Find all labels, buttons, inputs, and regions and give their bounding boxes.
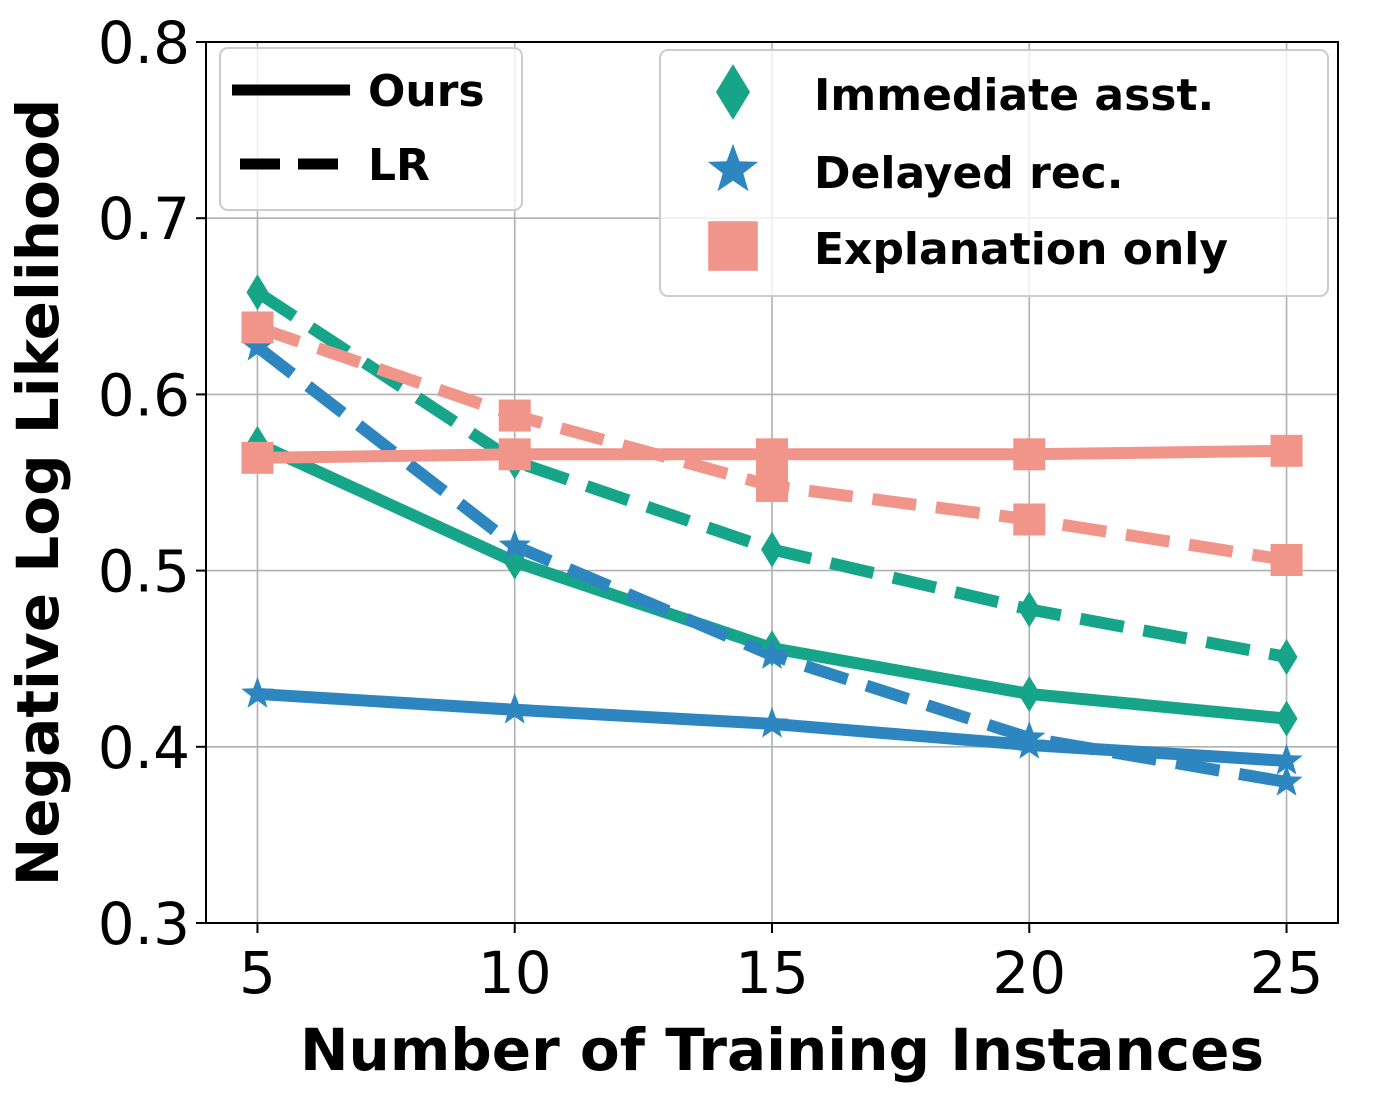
data-point-immediate-asst-lr <box>761 531 783 568</box>
data-point-delayed-rec-lr <box>498 528 531 560</box>
x-tick-label: 25 <box>1250 939 1324 1007</box>
data-point-explanation-only-lr <box>241 311 274 344</box>
data-point-delayed-rec-lr <box>1270 765 1303 796</box>
legend-label-immediate-asst: Immediate asst. <box>814 70 1214 121</box>
legend-label-delayed-rec: Delayed rec. <box>814 148 1123 199</box>
legend-marker-shape <box>707 143 759 192</box>
condition-legend-box <box>659 49 1329 297</box>
data-point-explanation-only-lr <box>1270 544 1303 577</box>
legend-diamond-icon <box>715 64 751 120</box>
x-tick-label: 15 <box>735 939 809 1007</box>
data-point-explanation-only-ours <box>241 441 274 474</box>
data-point-delayed-rec-ours <box>1270 743 1303 775</box>
series-markers <box>241 274 1303 796</box>
legend-label-explanation-only: Explanation only <box>814 224 1228 275</box>
y-tick-label: 0.7 <box>98 185 190 253</box>
axis-ticks: 5 10 15 20 25 0.3 0.4 0.5 0.6 0.7 0.8 <box>98 9 1324 1007</box>
y-tick-label: 0.5 <box>98 538 190 606</box>
data-point-delayed-rec-lr <box>755 638 789 669</box>
data-point-immediate-asst-lr <box>1275 638 1298 675</box>
data-point-immediate-asst-lr <box>1018 591 1041 628</box>
data-point-immediate-asst-ours <box>1018 675 1041 712</box>
legend-marker-shape <box>715 64 751 120</box>
y-tick-label: 0.8 <box>98 9 190 77</box>
data-point-explanation-only-ours <box>498 438 531 471</box>
x-tick-label: 5 <box>239 939 276 1007</box>
legend-marker-shape <box>708 221 758 271</box>
y-tick-label: 0.3 <box>98 890 190 958</box>
data-point-immediate-asst-ours <box>1275 700 1298 737</box>
x-tick-label: 10 <box>478 939 552 1007</box>
legend-star-icon <box>707 143 759 192</box>
data-point-explanation-only-ours <box>1013 438 1046 471</box>
y-tick-label: 0.6 <box>98 361 190 429</box>
data-point-explanation-only-lr <box>498 399 531 432</box>
data-point-delayed-rec-ours <box>498 692 531 724</box>
data-point-delayed-rec-lr <box>1013 721 1046 752</box>
data-point-delayed-rec-lr <box>241 329 274 361</box>
y-tick-label: 0.4 <box>98 714 190 782</box>
data-point-delayed-rec-ours <box>241 676 274 708</box>
legend-label-ours: Ours <box>368 66 485 117</box>
data-point-explanation-only-ours <box>756 438 788 471</box>
data-point-delayed-rec-ours <box>755 706 789 738</box>
condition-legend: Immediate asst. Delayed rec. Explanation… <box>659 49 1329 297</box>
x-tick-label: 20 <box>992 939 1066 1007</box>
data-point-explanation-only-ours <box>1270 434 1303 467</box>
x-axis-title: Number of Training Instances <box>300 1016 1264 1084</box>
style-legend: Ours LR <box>219 47 523 211</box>
y-axis-title: Negative Log Likelihood <box>4 99 72 886</box>
data-point-immediate-asst-lr <box>246 274 269 311</box>
data-point-explanation-only-lr <box>1013 503 1046 536</box>
data-point-explanation-only-lr <box>756 470 788 503</box>
legend-label-lr: LR <box>368 140 430 191</box>
legend-square-icon <box>708 221 758 271</box>
